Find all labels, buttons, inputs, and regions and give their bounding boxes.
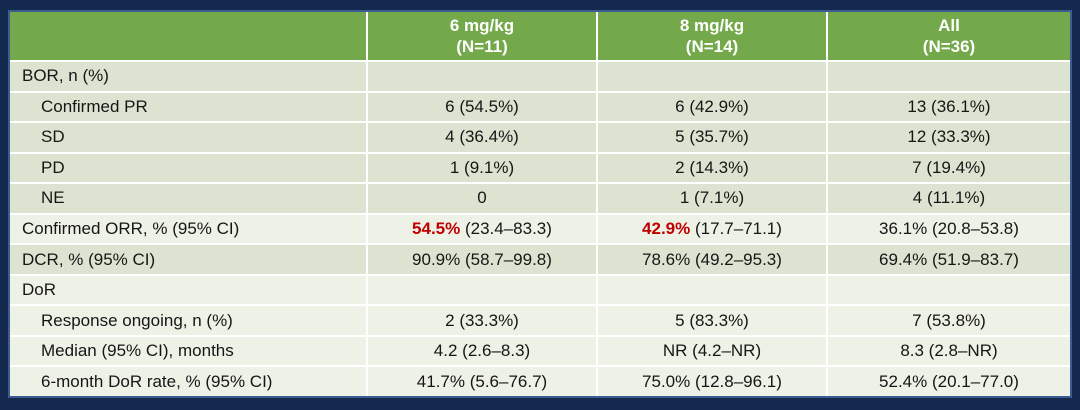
table-row-dor: DoR [10,275,1070,307]
cell-value: 78.6% (49.2–95.3) [598,245,828,274]
cell-value: 52.4% (20.1–77.0) [879,371,1019,391]
cell-value: 42.9% (17.7–71.1) [598,214,828,244]
row-label: NE [10,184,368,213]
orr-value-highlight: 42.9% [642,219,691,238]
header-dose-label: All [938,16,960,35]
header-dose-label: 6 mg/kg [449,16,515,35]
cell-value [828,276,1070,305]
cell-value: 6 (54.5%) [368,92,598,122]
header-cell-8mgkg: 8 mg/kg (N=14) [598,12,828,60]
cell-value: 90.9% (58.7–99.8) [368,245,598,274]
cell-value: 75.0% (12.8–96.1) [598,367,828,397]
cell-value [828,62,1070,91]
cell-value: 13 (36.1%) [907,96,991,116]
cell-value [598,62,828,91]
cell-value: 4.2 (2.6–8.3) [368,336,598,366]
table-row-6month-dor-rate: 6-month DoR rate, % (95% CI) 41.7% (5.6–… [10,367,1070,397]
orr-value-ci: (17.7–71.1) [690,219,782,238]
cell-value: 0 [368,184,598,213]
cell-value: 2 (33.3%) [368,306,598,335]
table-row-dcr: DCR, % (95% CI) 90.9% (58.7–99.8) 78.6% … [10,245,1070,276]
cell-value: 41.7% (5.6–76.7) [368,367,598,397]
row-label: Confirmed PR [10,92,368,122]
table-row-sd: SD 4 (36.4%) 5 (35.7%) 12 (33.3%) [10,123,1070,154]
header-cell-all: All (N=36) [828,12,1070,60]
row-label: Median (95% CI), months [10,336,368,366]
cell-value: 7 (19.4%) [912,157,986,177]
table-header-row: 6 mg/kg (N=11) 8 mg/kg (N=14) All (N=36) [10,12,1070,62]
table-row-confirmed-pr: Confirmed PR 6 (54.5%) 6 (42.9%) 13 (36.… [10,92,1070,124]
header-n-label: (N=36) [922,37,976,56]
cell-value: 7 (53.8%) [912,310,986,330]
cell-value: NR (4.2–NR) [598,336,828,366]
cell-value: 4 (11.1%) [912,188,986,208]
table-row-pd: PD 1 (9.1%) 2 (14.3%) 7 (19.4%) [10,153,1070,185]
cell-value: 69.4% (51.9–83.7) [879,249,1019,269]
results-table: 6 mg/kg (N=11) 8 mg/kg (N=14) All (N=36)… [8,10,1072,398]
cell-value [368,275,598,305]
table-row-bor: BOR, n (%) [10,62,1070,93]
cell-value: 8.3 (2.8–NR) [900,341,998,361]
header-n-label: (N=14) [685,37,739,56]
header-dose-label: 8 mg/kg [679,16,745,35]
cell-value: 54.5% (23.4–83.3) [368,214,598,244]
table-row-median-dor: Median (95% CI), months 4.2 (2.6–8.3) NR… [10,336,1070,368]
table-row-confirmed-orr: Confirmed ORR, % (95% CI) 54.5% (23.4–83… [10,214,1070,246]
orr-value-highlight: 54.5% [412,219,461,238]
row-label: BOR, n (%) [10,62,368,91]
orr-value-ci: (23.4–83.3) [460,219,552,238]
header-n-label: (N=11) [456,37,508,56]
row-label: PD [10,153,368,183]
cell-value: 2 (14.3%) [598,153,828,183]
row-label: 6-month DoR rate, % (95% CI) [10,367,368,397]
row-label: Confirmed ORR, % (95% CI) [10,214,368,244]
row-label: SD [10,123,368,152]
cell-value: 36.1% (20.8–53.8) [879,219,1019,238]
cell-value: 1 (9.1%) [368,153,598,183]
cell-value: 1 (7.1%) [598,184,828,213]
header-cell-6mgkg: 6 mg/kg (N=11) [368,12,598,60]
table-row-response-ongoing: Response ongoing, n (%) 2 (33.3%) 5 (83.… [10,306,1070,337]
header-cell-empty [10,12,368,60]
cell-value: 12 (33.3%) [907,127,991,147]
cell-value: 5 (83.3%) [598,306,828,335]
table-row-ne: NE 0 1 (7.1%) 4 (11.1%) [10,184,1070,215]
row-label: DoR [10,275,368,305]
cell-value: 5 (35.7%) [598,123,828,152]
cell-value: 4 (36.4%) [368,123,598,152]
row-label: Response ongoing, n (%) [10,306,368,335]
cell-value [598,275,828,305]
row-label: DCR, % (95% CI) [10,245,368,274]
cell-value: 6 (42.9%) [598,92,828,122]
cell-value [368,62,598,91]
